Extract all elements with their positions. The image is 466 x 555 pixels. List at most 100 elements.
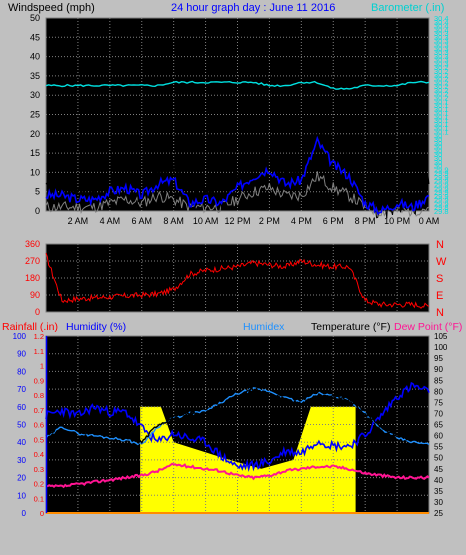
direction-tick-label: 270	[25, 256, 40, 266]
temperature-tick-label: 35	[434, 487, 443, 496]
hour-tick-label: 12 PM	[224, 216, 250, 226]
barometer-tick-label: 30	[434, 143, 442, 152]
rain-tick-label: 1.2	[34, 332, 44, 341]
humidex-axis-label: Humidex	[243, 321, 285, 333]
direction-tick-label: 90	[30, 290, 40, 300]
barometer-tick-label: 30.1	[434, 109, 449, 118]
hour-tick-label: 10 PM	[384, 216, 410, 226]
hour-tick-label: 2 AM	[68, 216, 89, 226]
humidity-tick-label: 30	[17, 456, 26, 465]
wind-tick-label: 15	[30, 148, 40, 158]
barometer-tick-label: 30.2	[434, 75, 449, 84]
temperature-tick-label: 80	[434, 387, 443, 396]
temperature-tick-label: 40	[434, 476, 443, 485]
wind-tick-label: 50	[30, 13, 40, 23]
humidity-axis-label: Humidity (%)	[66, 321, 126, 333]
barometer-tick-label: 30.1	[434, 116, 449, 125]
barometer-tick-label: 30	[434, 135, 442, 144]
hour-tick-label: 8 AM	[163, 216, 184, 226]
compass-tick-label: N	[436, 239, 444, 251]
sunrise-label: Sun	[143, 478, 157, 487]
wind-tick-label: 20	[30, 129, 40, 139]
rain-tick-label: 0.9	[34, 376, 44, 385]
barometer-tick-label: 30.1	[434, 97, 449, 106]
temperature-tick-label: 95	[434, 354, 443, 363]
rain-tick-label: 0.8	[34, 391, 44, 400]
humidity-tick-label: 90	[17, 350, 26, 359]
direction-tick-label: 360	[25, 239, 40, 249]
wind-tick-label: 35	[30, 71, 40, 81]
rain-tick-label: 0	[40, 509, 44, 518]
barometer-tick-label: 30	[434, 154, 442, 163]
barometer-tick-label: 30.3	[434, 40, 449, 49]
temperature-axis-label: Temperature (°F)	[311, 321, 390, 333]
wind-gust-line	[45, 125, 430, 219]
barometer-tick-label: 30.3	[434, 56, 449, 65]
barometer-tick-label: 30.1	[434, 128, 449, 137]
barometer-tick-label: 29.9	[434, 196, 449, 205]
barometer-tick-label: 30.4	[434, 22, 449, 31]
humidity-tick-label: 80	[17, 367, 26, 376]
humidity-tick-label: 20	[17, 474, 26, 483]
wind-average-line	[45, 135, 430, 216]
hour-tick-label: 0 AM	[419, 216, 440, 226]
barometer-tick-label: 30	[434, 146, 442, 155]
barometer-tick-label: 30	[434, 158, 442, 167]
hour-tick-label: 10 AM	[193, 216, 219, 226]
barometer-tick-label: 30.2	[434, 86, 449, 95]
hour-tick-label: 8 PM	[355, 216, 376, 226]
temperature-tick-label: 85	[434, 376, 443, 385]
temperature-tick-label: 90	[434, 365, 443, 374]
rain-tick-label: 0.6	[34, 421, 44, 430]
wind-barometer-panel: Windspeed (mph) 24 hour graph day : June…	[8, 2, 449, 226]
humidity-tick-label: 0	[22, 509, 27, 518]
wind-tick-label: 0	[35, 206, 40, 216]
humidity-tick-label: 50	[17, 421, 26, 430]
hour-tick-label: 6 AM	[131, 216, 152, 226]
temperature-tick-label: 50	[434, 454, 443, 463]
temperature-tick-label: 60	[434, 432, 443, 441]
barometer-tick-label: 29.9	[434, 165, 449, 174]
rain-tick-label: 1	[40, 362, 44, 371]
wind-tick-label: 25	[30, 110, 40, 120]
wind-tick-label: 5	[35, 187, 40, 197]
barometer-tick-label: 30.4	[434, 14, 449, 23]
dewpoint-axis-label: Dew Point (°F)	[394, 321, 462, 333]
dew-point-line	[45, 462, 430, 489]
barometer-tick-label: 30.3	[434, 52, 449, 61]
barometer-tick-label: 30	[434, 131, 442, 140]
barometer-tick-label: 29.9	[434, 177, 449, 186]
humidity-tick-label: 40	[17, 438, 26, 447]
temperature-tick-label: 55	[434, 443, 443, 452]
barometer-tick-label: 30	[434, 162, 442, 171]
rain-tick-label: 1.1	[34, 347, 44, 356]
temperature-tick-label: 75	[434, 398, 443, 407]
barometer-tick-label: 30.3	[434, 37, 449, 46]
barometer-tick-label: 30.2	[434, 78, 449, 87]
compass-tick-label: W	[436, 256, 447, 268]
barometer-tick-label: 30.1	[434, 112, 449, 121]
humidex-line	[45, 387, 430, 446]
barometer-tick-label: 30.1	[434, 101, 449, 110]
rain-tick-label: 0.4	[34, 450, 44, 459]
sunset-label: Set	[374, 478, 387, 487]
rain-tick-label: 0.5	[34, 435, 44, 444]
barometer-tick-label: 30.3	[434, 29, 449, 38]
hour-tick-label: 4 AM	[100, 216, 121, 226]
barometer-tick-label: 30	[434, 139, 442, 148]
barometer-tick-label: 29.9	[434, 199, 449, 208]
rainfall-axis-label: Rainfall (.in)	[2, 321, 58, 333]
humidity-tick-label: 70	[17, 385, 26, 394]
direction-tick-label: 0	[35, 307, 40, 317]
barometer-tick-label: 30.2	[434, 90, 449, 99]
barometer-tick-label: 29.9	[434, 173, 449, 182]
barometer-tick-label: 30.3	[434, 33, 449, 42]
chart-title: 24 hour graph day : June 11 2016	[171, 2, 335, 14]
barometer-tick-label: 30.2	[434, 93, 449, 102]
temperature-tick-label: 65	[434, 421, 443, 430]
barometer-tick-label: 29.8	[434, 203, 449, 212]
temperature-line	[45, 387, 430, 445]
barometer-tick-label: 30.3	[434, 44, 449, 53]
